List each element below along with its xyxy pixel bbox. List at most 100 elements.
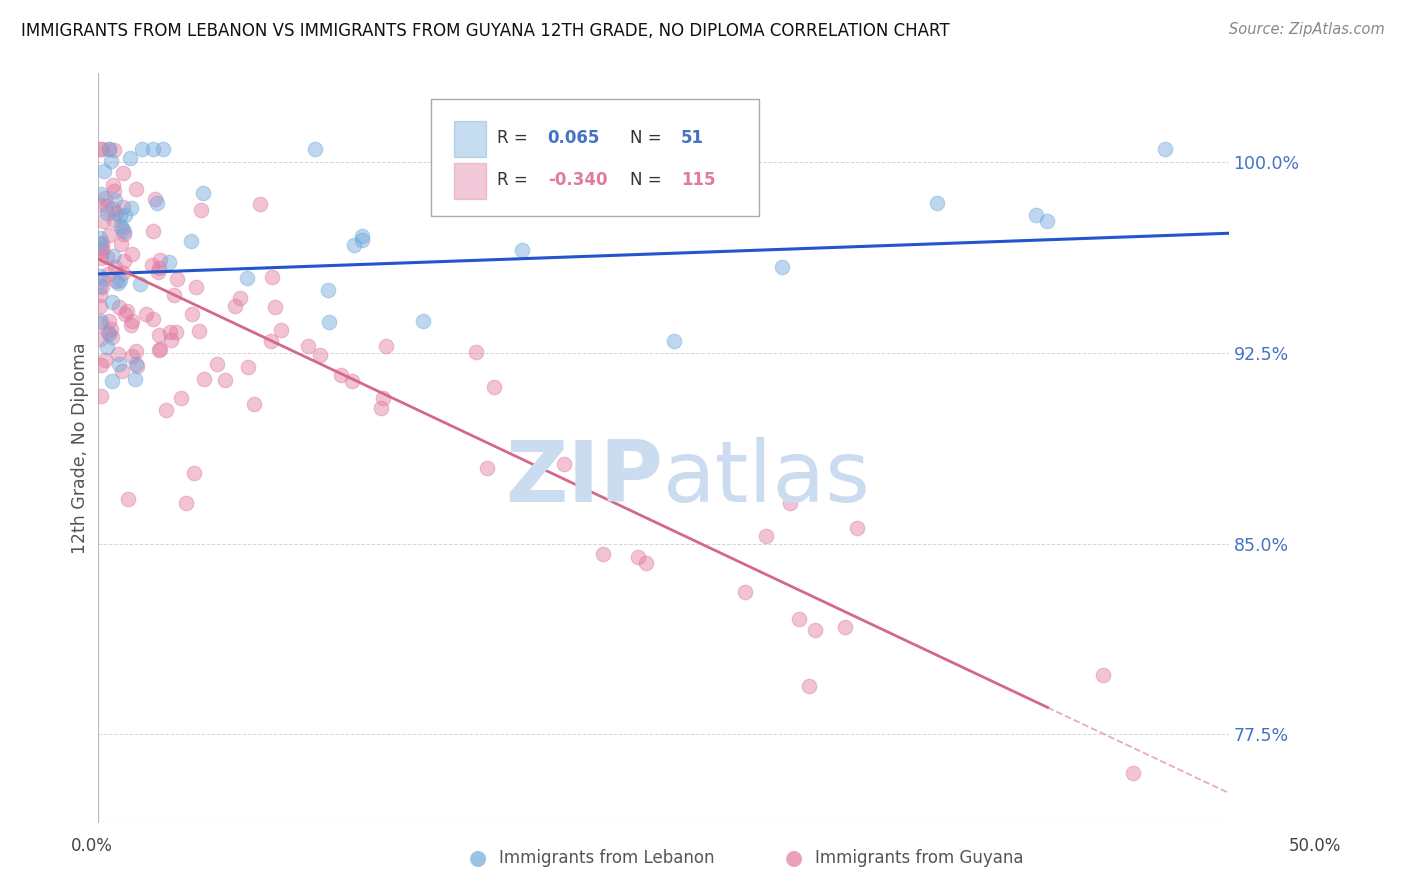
Text: Immigrants from Lebanon: Immigrants from Lebanon — [499, 849, 714, 867]
Point — [89, 269, 111, 284]
Point — [112, 166, 135, 180]
FancyBboxPatch shape — [454, 163, 485, 199]
Text: ●: ● — [470, 848, 486, 868]
Point — [91, 214, 114, 228]
Point — [1025, 208, 1047, 222]
Text: N =: N = — [630, 171, 662, 189]
Text: -0.340: -0.340 — [548, 171, 607, 189]
Point — [96, 199, 118, 213]
Point — [370, 401, 392, 415]
Point — [111, 364, 134, 378]
Text: Immigrants from Guyana: Immigrants from Guyana — [815, 849, 1024, 867]
Point — [371, 391, 394, 405]
Point — [125, 359, 148, 373]
Point — [114, 208, 136, 222]
Point — [352, 233, 374, 247]
Point — [104, 260, 127, 275]
Point — [107, 346, 129, 360]
FancyBboxPatch shape — [432, 99, 759, 216]
Point — [374, 338, 396, 352]
Point — [148, 343, 170, 357]
Point — [163, 287, 186, 301]
Point — [664, 334, 686, 348]
Point — [229, 291, 252, 305]
Point — [89, 231, 111, 245]
Point — [121, 314, 143, 328]
Point — [148, 328, 170, 343]
Point — [186, 280, 208, 294]
Point — [770, 260, 793, 275]
Point — [799, 679, 821, 693]
Point — [97, 268, 120, 282]
Point — [142, 224, 165, 238]
Point — [316, 283, 339, 297]
Point — [214, 373, 236, 387]
Point — [627, 549, 650, 564]
Point — [89, 316, 111, 330]
Point — [927, 196, 949, 211]
Point — [98, 142, 121, 156]
Point — [100, 322, 122, 336]
Point — [249, 197, 271, 211]
Point — [1091, 667, 1114, 681]
Point — [176, 496, 198, 510]
Point — [329, 368, 352, 382]
Text: R =: R = — [496, 129, 527, 147]
Point — [180, 234, 202, 248]
Point — [141, 258, 163, 272]
Point — [634, 556, 657, 570]
Point — [270, 323, 292, 337]
Point — [114, 307, 136, 321]
Point — [108, 273, 131, 287]
Point — [235, 271, 257, 285]
Point — [117, 492, 139, 507]
Point — [100, 330, 122, 344]
Point — [103, 143, 125, 157]
Text: 51: 51 — [681, 129, 704, 147]
Point — [89, 299, 111, 313]
Point — [191, 186, 214, 200]
Y-axis label: 12th Grade, No Diploma: 12th Grade, No Diploma — [72, 343, 89, 554]
Point — [263, 301, 285, 315]
Point — [160, 333, 183, 347]
Point — [465, 344, 488, 359]
Point — [834, 620, 856, 634]
Point — [148, 261, 170, 276]
Point — [103, 212, 125, 227]
Point — [91, 280, 114, 294]
Point — [111, 222, 134, 236]
Point — [121, 246, 143, 260]
Point — [165, 325, 187, 339]
Point — [108, 300, 131, 314]
Point — [157, 255, 180, 269]
Point — [101, 202, 124, 217]
Point — [143, 192, 166, 206]
Point — [112, 224, 135, 238]
Point — [260, 334, 283, 348]
Text: IMMIGRANTS FROM LEBANON VS IMMIGRANTS FROM GUYANA 12TH GRADE, NO DIPLOMA CORRELA: IMMIGRANTS FROM LEBANON VS IMMIGRANTS FR… — [21, 22, 949, 40]
Point — [115, 303, 138, 318]
Point — [97, 326, 120, 341]
Text: R =: R = — [496, 171, 527, 189]
Point — [108, 357, 131, 371]
Point — [91, 241, 114, 255]
Point — [89, 237, 111, 252]
Point — [107, 276, 129, 290]
Text: 115: 115 — [681, 171, 716, 189]
Point — [180, 307, 202, 321]
Point — [340, 374, 363, 388]
Text: Source: ZipAtlas.com: Source: ZipAtlas.com — [1229, 22, 1385, 37]
Text: ZIP: ZIP — [505, 437, 664, 520]
Point — [98, 314, 121, 328]
Point — [142, 142, 165, 156]
Point — [101, 295, 124, 310]
Point — [98, 142, 121, 156]
Point — [193, 371, 215, 385]
Point — [149, 252, 172, 267]
Point — [803, 624, 825, 638]
Point — [112, 253, 135, 268]
Point — [108, 209, 131, 223]
Point — [89, 142, 111, 156]
Point — [129, 277, 152, 291]
Point — [90, 142, 112, 156]
